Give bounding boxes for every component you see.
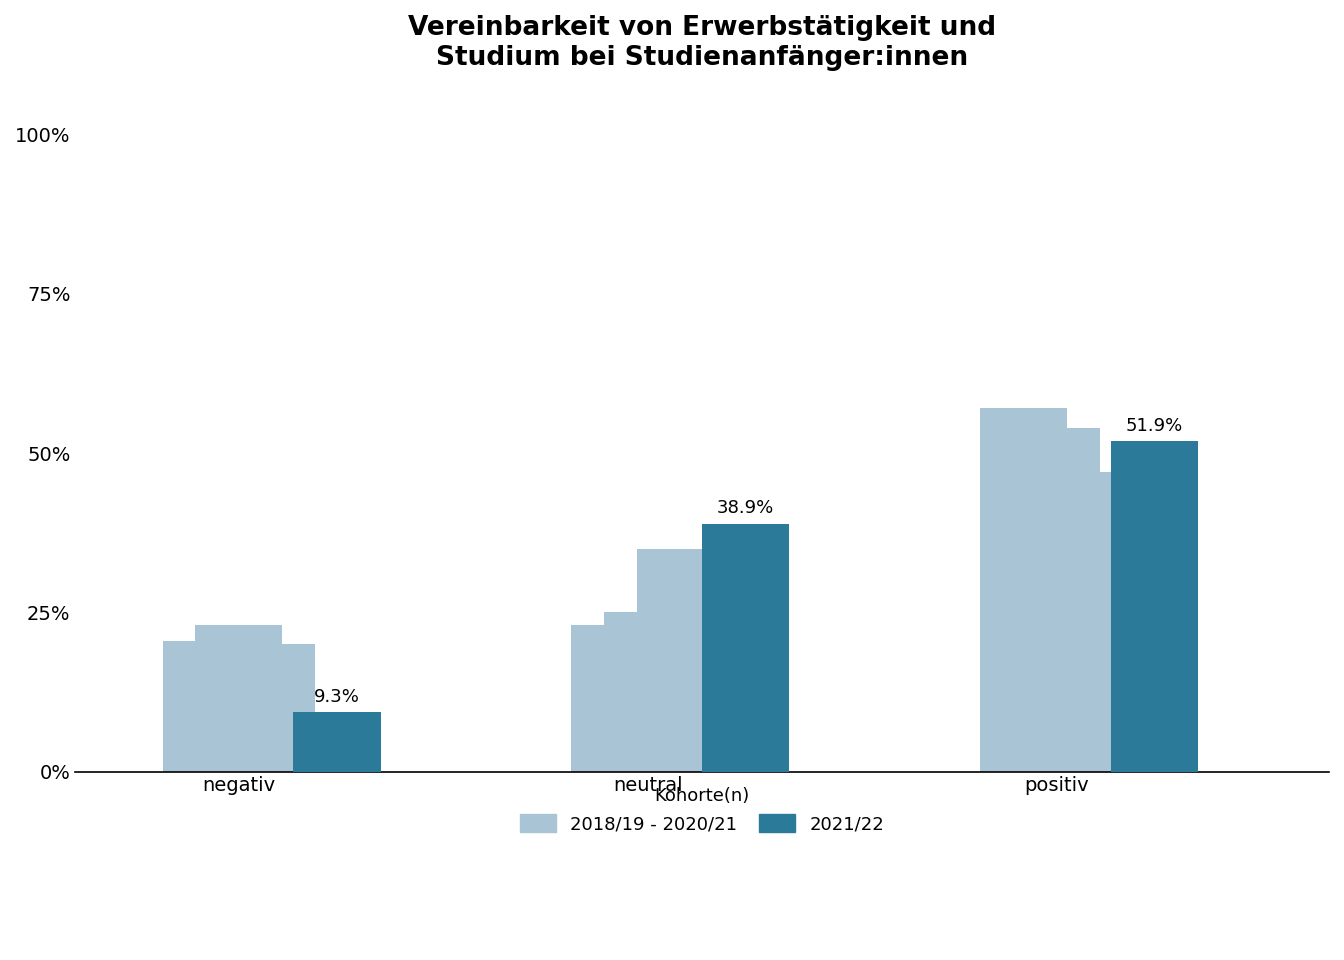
Bar (603, 612, 691, 772)
Bar (571, 625, 659, 772)
Legend: 2018/19 - 2020/21, 2021/22: 2018/19 - 2020/21, 2021/22 (501, 769, 903, 852)
Text: 51.9%: 51.9% (1126, 417, 1183, 435)
Text: 38.9%: 38.9% (718, 499, 774, 517)
Bar (980, 408, 1067, 772)
Text: 9.3%: 9.3% (314, 688, 360, 706)
Bar (228, 644, 316, 772)
Bar (163, 641, 250, 772)
Bar (702, 524, 789, 772)
Bar (637, 548, 724, 772)
Bar (1046, 472, 1133, 772)
Bar (195, 625, 282, 772)
Bar (1111, 441, 1199, 772)
Bar (293, 712, 380, 772)
Bar (1013, 427, 1101, 772)
Title: Vereinbarkeit von Erwerbstätigkeit und
Studium bei Studienanfänger:innen: Vereinbarkeit von Erwerbstätigkeit und S… (409, 15, 996, 71)
